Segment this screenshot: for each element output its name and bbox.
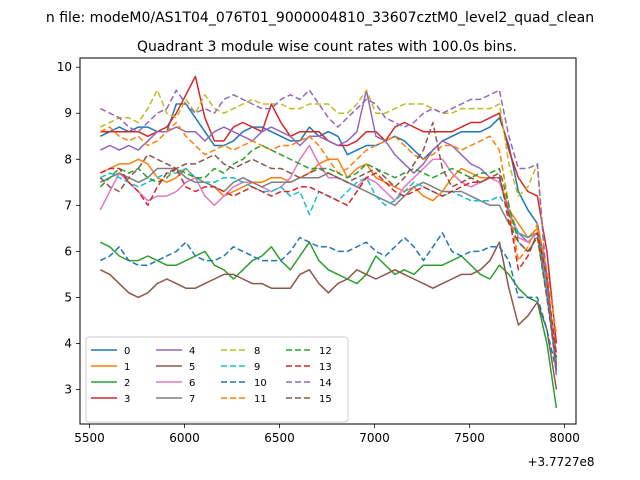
series-line-0 (99, 103, 558, 372)
x-axis: 5500 6000 6500 7000 7500 8000 (74, 424, 580, 445)
legend-label-10: 10 (254, 378, 267, 389)
legend-label-11: 11 (254, 394, 267, 405)
series-line-10 (99, 232, 558, 372)
y-tick-label: 7 (64, 198, 72, 212)
x-tick-label: 7000 (359, 431, 390, 445)
y-axis: 3 4 5 6 7 8 9 10 (57, 60, 80, 396)
plot-frame (79, 57, 577, 425)
series-line-14 (99, 89, 558, 376)
y-tick-label: 9 (64, 106, 72, 120)
chart-title: Quadrant 3 module wise count rates with … (137, 39, 517, 55)
legend-label-1: 1 (124, 362, 130, 373)
y-tick-label: 6 (64, 244, 72, 258)
y-tick-label: 8 (64, 152, 72, 166)
x-tick-label: 8000 (549, 431, 580, 445)
legend-label-9: 9 (254, 362, 260, 373)
legend-label-8: 8 (254, 346, 260, 357)
plot-lines (99, 75, 558, 409)
legend-label-7: 7 (189, 394, 195, 405)
series-line-11 (99, 121, 558, 335)
series-line-15 (99, 121, 558, 367)
legend-label-0: 0 (124, 346, 130, 357)
legend-label-5: 5 (189, 362, 195, 373)
legend-label-6: 6 (189, 378, 195, 389)
legend-label-14: 14 (319, 378, 332, 389)
x-tick-label: 6000 (169, 431, 200, 445)
legend-label-12: 12 (319, 346, 332, 357)
legend-label-15: 15 (319, 394, 332, 405)
legend-box (85, 336, 349, 423)
series-line-2 (99, 241, 558, 409)
x-tick-label: 7500 (454, 431, 485, 445)
x-tick-label: 5500 (74, 431, 105, 445)
y-tick-label: 10 (57, 60, 72, 74)
x-tick-label: 6500 (264, 431, 295, 445)
y-tick-label: 5 (64, 290, 72, 304)
y-tick-label: 4 (64, 336, 72, 350)
series-line-5 (99, 241, 558, 390)
legend-label-4: 4 (189, 346, 195, 357)
legend-label-2: 2 (124, 378, 130, 389)
series-line-8 (99, 89, 558, 367)
x-axis-offset-label: +3.7727e8 (527, 455, 594, 469)
series-line-4 (99, 89, 558, 353)
y-tick-label: 3 (64, 382, 72, 396)
figure-suptitle: n file: modeM0/AS1T04_076T01_9000004810_… (46, 10, 594, 26)
legend-label-13: 13 (319, 362, 332, 373)
legend-label-3: 3 (124, 394, 130, 405)
series-line-13 (99, 167, 558, 358)
